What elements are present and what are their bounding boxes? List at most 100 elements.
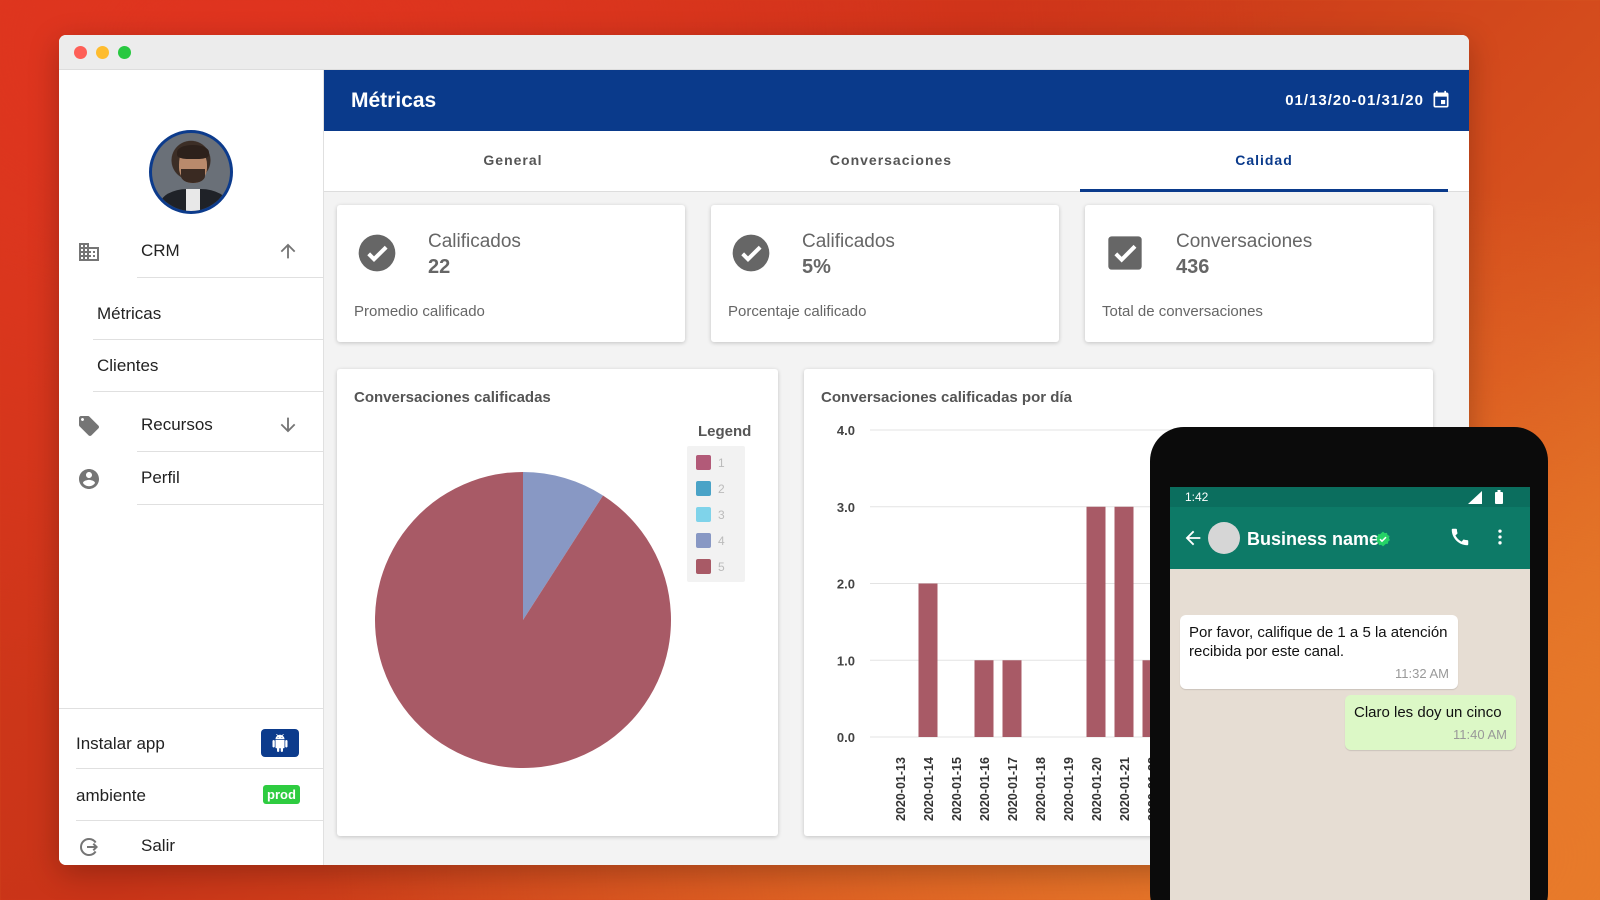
sidebar-item-perfil[interactable]: Perfil xyxy=(59,453,324,505)
calendar-icon[interactable] xyxy=(1431,90,1451,110)
sidebar-item-label: CRM xyxy=(141,241,180,260)
close-window-button[interactable] xyxy=(74,46,87,59)
sidebar-item-salir[interactable]: Salir xyxy=(59,821,324,865)
legend-swatch xyxy=(696,559,711,574)
phone-mockup: 1:42 Business name Por favor, califique … xyxy=(1150,427,1548,900)
legend: 1 2 3 4 5 xyxy=(687,446,745,582)
logout-icon xyxy=(80,838,98,856)
building-icon xyxy=(79,243,99,261)
stat-caption: Total de conversaciones xyxy=(1102,303,1263,320)
sidebar-item-label: Perfil xyxy=(141,468,180,487)
sidebar: CRM Métricas Clientes Recursos Perfil In… xyxy=(59,70,324,865)
sidebar-item-crm[interactable]: CRM xyxy=(59,226,324,278)
message-text: Claro les doy un cinco xyxy=(1354,704,1502,721)
x-tick-label: 2020-01-14 xyxy=(922,757,936,821)
stat-title: Calificados xyxy=(428,231,521,252)
sidebar-item-recursos[interactable]: Recursos xyxy=(59,400,324,452)
x-tick-label: 2020-01-13 xyxy=(894,757,908,821)
app-bar: Métricas 01/13/20-01/31/20 xyxy=(324,70,1469,131)
check-circle-icon xyxy=(358,234,396,272)
y-tick-label: 4.0 xyxy=(837,423,855,438)
legend-label: 4 xyxy=(718,534,725,548)
bar-2020-01-21[interactable] xyxy=(1114,506,1134,737)
stat-caption: Porcentaje calificado xyxy=(728,303,867,320)
y-tick-label: 2.0 xyxy=(837,577,855,592)
legend-title: Legend xyxy=(698,423,752,440)
stat-card-total: Conversaciones 436 Total de conversacion… xyxy=(1085,205,1433,342)
maximize-window-button[interactable] xyxy=(118,46,131,59)
environment-row: ambiente prod xyxy=(59,769,324,821)
x-tick-label: 2020-01-18 xyxy=(1034,757,1048,821)
legend-label: 5 xyxy=(718,560,725,574)
whatsapp-screen: 1:42 Business name Por favor, califique … xyxy=(1170,487,1530,900)
signal-icon xyxy=(1468,491,1482,504)
stat-value: 436 xyxy=(1176,256,1210,278)
check-box-icon xyxy=(1108,236,1142,270)
sidebar-item-metricas[interactable]: Métricas xyxy=(59,288,324,340)
tab-conversaciones[interactable]: Conversaciones xyxy=(829,152,953,168)
y-tick-label: 1.0 xyxy=(837,653,855,668)
bar-2020-01-17[interactable] xyxy=(1002,660,1022,737)
stat-title: Conversaciones xyxy=(1176,231,1313,252)
x-tick-label: 2020-01-16 xyxy=(978,757,992,821)
y-tick-label: 3.0 xyxy=(837,500,855,515)
user-avatar[interactable] xyxy=(149,130,233,214)
legend-swatch xyxy=(696,507,711,522)
android-button[interactable] xyxy=(261,729,299,757)
chart-title: Conversaciones calificadas xyxy=(354,389,551,406)
arrow-up-icon[interactable] xyxy=(277,240,299,262)
window-titlebar xyxy=(59,35,1469,70)
account-circle-icon xyxy=(79,469,99,489)
stat-card-porcentaje: Calificados 5% Porcentaje calificado xyxy=(711,205,1059,342)
x-tick-label: 2020-01-21 xyxy=(1118,757,1132,821)
sidebar-item-label: Métricas xyxy=(97,304,162,323)
message-time: 11:40 AM xyxy=(1453,727,1507,742)
sidebar-item-clientes[interactable]: Clientes xyxy=(59,340,324,392)
x-tick-label: 2020-01-20 xyxy=(1090,757,1104,821)
battery-icon xyxy=(1495,490,1503,504)
call-icon[interactable] xyxy=(1449,526,1471,548)
minimize-window-button[interactable] xyxy=(96,46,109,59)
message-time: 11:32 AM xyxy=(1395,666,1449,681)
tab-general[interactable]: General xyxy=(483,152,543,168)
legend-label: 2 xyxy=(718,482,725,496)
legend-swatch xyxy=(696,455,711,470)
install-app-row[interactable]: Instalar app xyxy=(59,717,324,769)
bar-2020-01-14[interactable] xyxy=(918,583,938,738)
more-options-icon[interactable] xyxy=(1490,526,1510,548)
date-range[interactable]: 01/13/20-01/31/20 xyxy=(1285,92,1424,109)
back-arrow-icon[interactable] xyxy=(1182,527,1204,549)
page-title: Métricas xyxy=(351,89,437,112)
bar-2020-01-16[interactable] xyxy=(974,660,994,737)
stat-value: 22 xyxy=(428,256,451,278)
contact-avatar[interactable] xyxy=(1208,522,1240,554)
outgoing-message: Claro les doy un cinco 11:40 AM xyxy=(1345,695,1516,750)
android-icon xyxy=(272,734,288,752)
verified-badge-icon xyxy=(1376,531,1390,547)
stat-caption: Promedio calificado xyxy=(354,303,485,320)
x-tick-label: 2020-01-17 xyxy=(1006,757,1020,821)
pie-chart-card: Conversaciones calificadas Legend 1 2 3 4 5 xyxy=(337,369,778,836)
sidebar-item-label: Recursos xyxy=(141,415,213,434)
contact-name[interactable]: Business name xyxy=(1247,529,1380,549)
arrow-down-icon[interactable] xyxy=(277,414,299,436)
bar-2020-01-20[interactable] xyxy=(1086,506,1106,737)
legend-label: 1 xyxy=(718,456,725,470)
sidebar-item-label: Salir xyxy=(141,836,176,855)
pie-slice-4[interactable] xyxy=(523,472,604,620)
x-tick-label: 2020-01-15 xyxy=(950,757,964,821)
active-tab-indicator xyxy=(1080,189,1448,192)
incoming-message: Por favor, califique de 1 a 5 la atenció… xyxy=(1180,615,1458,689)
y-tick-label: 0.0 xyxy=(837,730,855,745)
message-text: Por favor, califique de 1 a 5 la atenció… xyxy=(1189,624,1448,660)
tab-calidad[interactable]: Calidad xyxy=(1235,152,1293,168)
stat-value: 5% xyxy=(802,256,831,278)
pie-slice-5[interactable] xyxy=(375,472,671,768)
environment-label: ambiente xyxy=(76,786,146,805)
stat-card-promedio: Calificados 22 Promedio calificado xyxy=(337,205,685,342)
chat-header: Business name xyxy=(1170,507,1530,569)
chart-title: Conversaciones calificadas por día xyxy=(821,389,1072,406)
x-tick-label: 2020-01-19 xyxy=(1062,757,1076,821)
pie-chart xyxy=(375,472,671,768)
legend-label: 3 xyxy=(718,508,725,522)
